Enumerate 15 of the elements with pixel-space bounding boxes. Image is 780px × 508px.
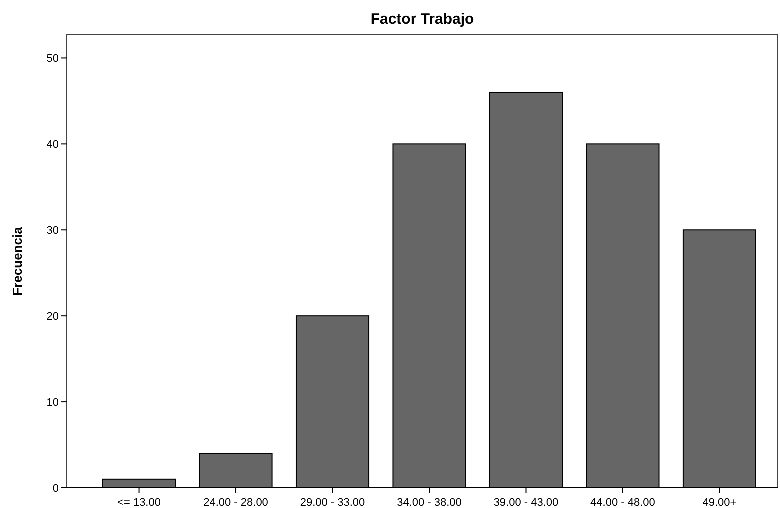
x-tick-label: 44.00 - 48.00 xyxy=(590,496,656,508)
x-tick-label: 24.00 - 28.00 xyxy=(204,496,268,508)
y-tick-label: 10 xyxy=(46,396,59,409)
x-tick-label: 49.00+ xyxy=(702,496,737,508)
x-tick-label: <= 13.00 xyxy=(118,496,161,508)
y-tick-label: 20 xyxy=(46,310,59,323)
y-axis-title: Frecuencia xyxy=(10,226,25,296)
y-tick-label: 50 xyxy=(46,53,59,66)
chart-title: Factor Trabajo xyxy=(370,11,474,28)
y-tick-label: 0 xyxy=(52,482,59,495)
x-tick-label: 29.00 - 33.00 xyxy=(300,496,366,508)
y-tick-label: 30 xyxy=(46,224,59,237)
x-tick-label: 39.00 - 43.00 xyxy=(494,496,559,508)
y-tick-label: 40 xyxy=(46,139,59,152)
x-tick-label: 34.00 - 38.00 xyxy=(397,496,462,508)
